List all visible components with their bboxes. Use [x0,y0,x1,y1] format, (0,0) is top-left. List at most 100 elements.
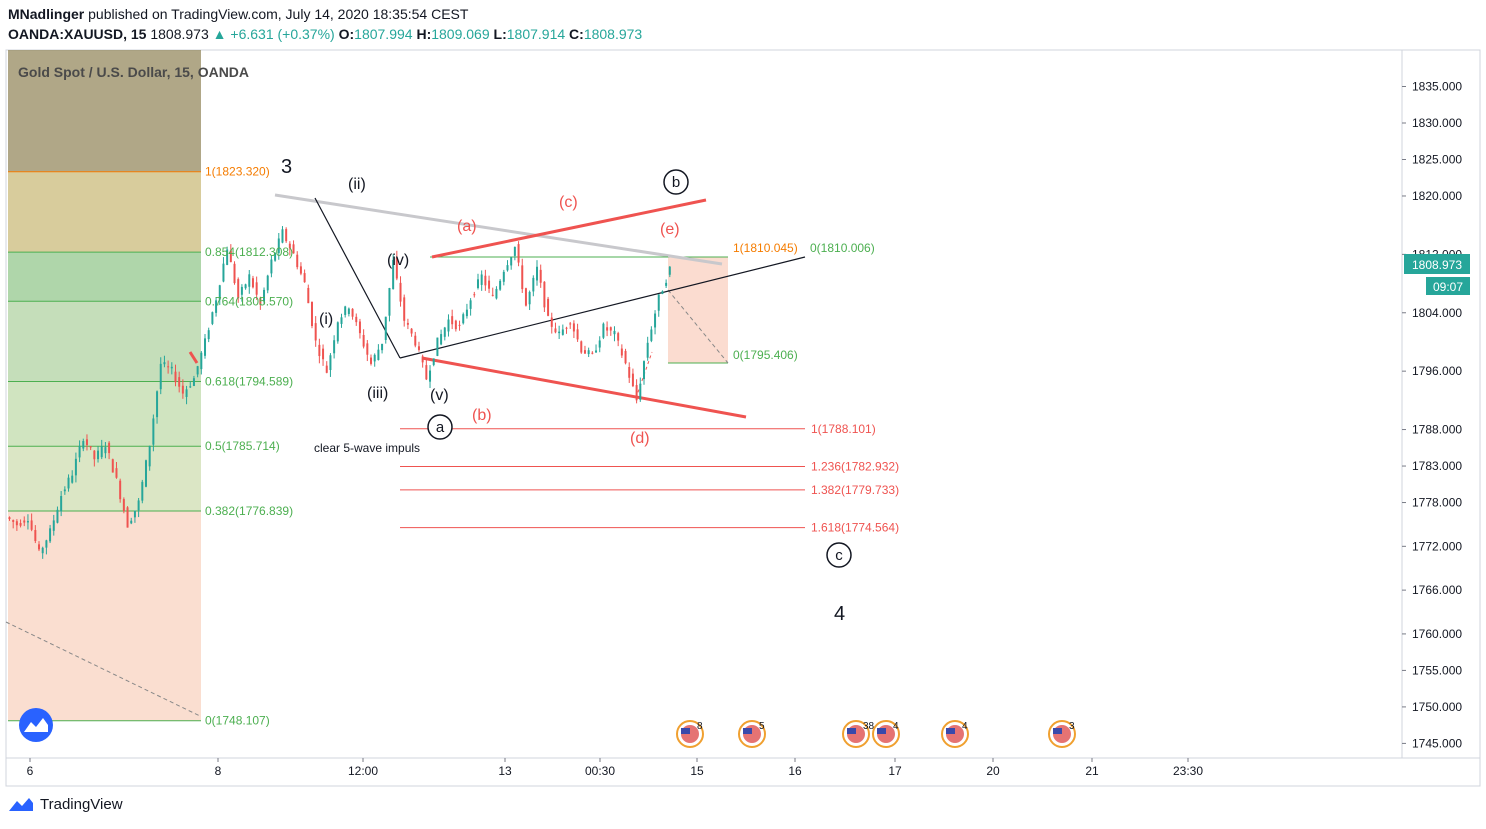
candle-body [524,288,527,306]
wave-label-d-red: (d) [630,430,650,447]
candle-body [299,266,302,274]
fib-right-label: 1(1788.101) [811,422,876,436]
symbol-info: OANDA:XAUUSD, 15 1808.973 ▲ +6.631 (+0.3… [8,26,642,42]
candle-body [126,507,129,528]
candle-body [19,523,22,526]
fib-right-label: 1.236(1782.932) [811,460,899,474]
y-tick-label: 1835.000 [1412,79,1462,93]
countdown-badge [1426,277,1470,295]
candle-body [104,447,107,454]
tradingview-brand[interactable]: TradingView [8,796,123,813]
candle-body [458,324,461,326]
candle-body [429,370,432,382]
fib-zone [8,252,201,302]
candle-body [211,312,214,324]
candle-body [266,275,269,291]
candle-body [569,323,572,325]
candle-body [144,460,147,487]
candle-body [362,334,365,347]
wave-label-3: 3 [281,156,292,178]
candle-body [462,314,465,324]
fib-left-labels: 1(1823.320) 0.854(1812.308) 0.764(1805.570… [205,165,293,728]
y-tick-label: 1783.000 [1412,459,1462,473]
candle-body [465,309,468,317]
candle-body [237,279,240,299]
flag-canton-icon [743,728,752,734]
last-price-badge [1404,254,1470,274]
wave-label-4: 4 [834,603,845,625]
event-count: 8 [697,721,703,732]
candle-body [292,244,295,254]
candle-body [661,291,664,295]
plot-frame [5,49,1403,759]
candle-body [642,361,645,380]
candle-body [215,300,218,313]
time-axis: 6 8 12:00 13 00:30 15 16 17 20 21 23:30 [27,758,1203,778]
candle-body [403,297,406,321]
fib-small-label-1: 1(1810.045) [733,241,798,255]
candle-body [473,294,476,296]
candle-body [196,366,199,375]
circled-b-label: b [672,174,680,191]
candle-body [26,521,29,523]
y-tick-label: 1825.000 [1412,152,1462,166]
candle-body [296,254,299,268]
candle-body [495,288,498,299]
fib-small-diagonal [667,289,729,364]
candle-body [78,445,81,458]
candle-body [159,363,162,390]
candle-body [502,271,505,282]
candle-body [639,383,642,400]
candle-body [480,274,483,285]
candle-body [45,540,48,548]
candle-body [388,287,391,316]
candle-body [499,280,502,290]
circled-c-label: c [835,547,843,564]
candle-body [23,520,26,523]
candle-body [52,520,55,531]
candle-body [251,278,254,288]
symbol-price: 1808.973 [150,26,209,42]
candle-body [344,306,347,315]
candle-body [384,316,387,340]
x-tick-label: 20 [986,764,1000,778]
circled-c-ring [826,542,852,568]
candle-body [56,509,59,523]
candle-body [119,480,122,500]
candle-body [484,275,487,286]
candle-body [148,445,151,467]
x-tick-label: 16 [788,764,802,778]
candle-body [521,265,524,290]
candle-body [443,327,446,337]
wave-label-iv: (iv) [387,252,409,269]
price-axis: 1835.0001830.0001825.0001820.0001812.000… [1402,79,1462,750]
wave-label-i: (i) [319,311,333,328]
y-tick-label: 1766.000 [1412,583,1462,597]
wave-label-iii: (iii) [367,385,388,402]
candle-body [580,341,583,353]
wave-label-e-red: (e) [660,221,680,238]
candle-body [395,257,398,279]
candle-body [417,346,420,350]
candle-body [657,294,660,311]
candle-body [351,308,354,317]
candle-body [591,352,594,354]
close-label: C: [569,26,584,42]
candle-body [668,266,671,275]
candle-body [204,338,207,356]
author-name[interactable]: MNadlinger [8,6,85,22]
x-tick-label: 21 [1085,764,1099,778]
candlestick-series [8,226,671,559]
candle-body [587,350,590,355]
candle-body [12,520,15,522]
candle-body [517,244,520,263]
publish-text: published on TradingView.com, July 14, 2… [88,6,469,22]
low-value: 1807.914 [506,26,566,42]
y-tick-label: 1830.000 [1412,116,1462,130]
candle-body [406,322,409,325]
candle-body [620,348,623,356]
candle-body [447,319,450,332]
x-tick-label: 15 [690,764,704,778]
candle-body [274,252,277,261]
